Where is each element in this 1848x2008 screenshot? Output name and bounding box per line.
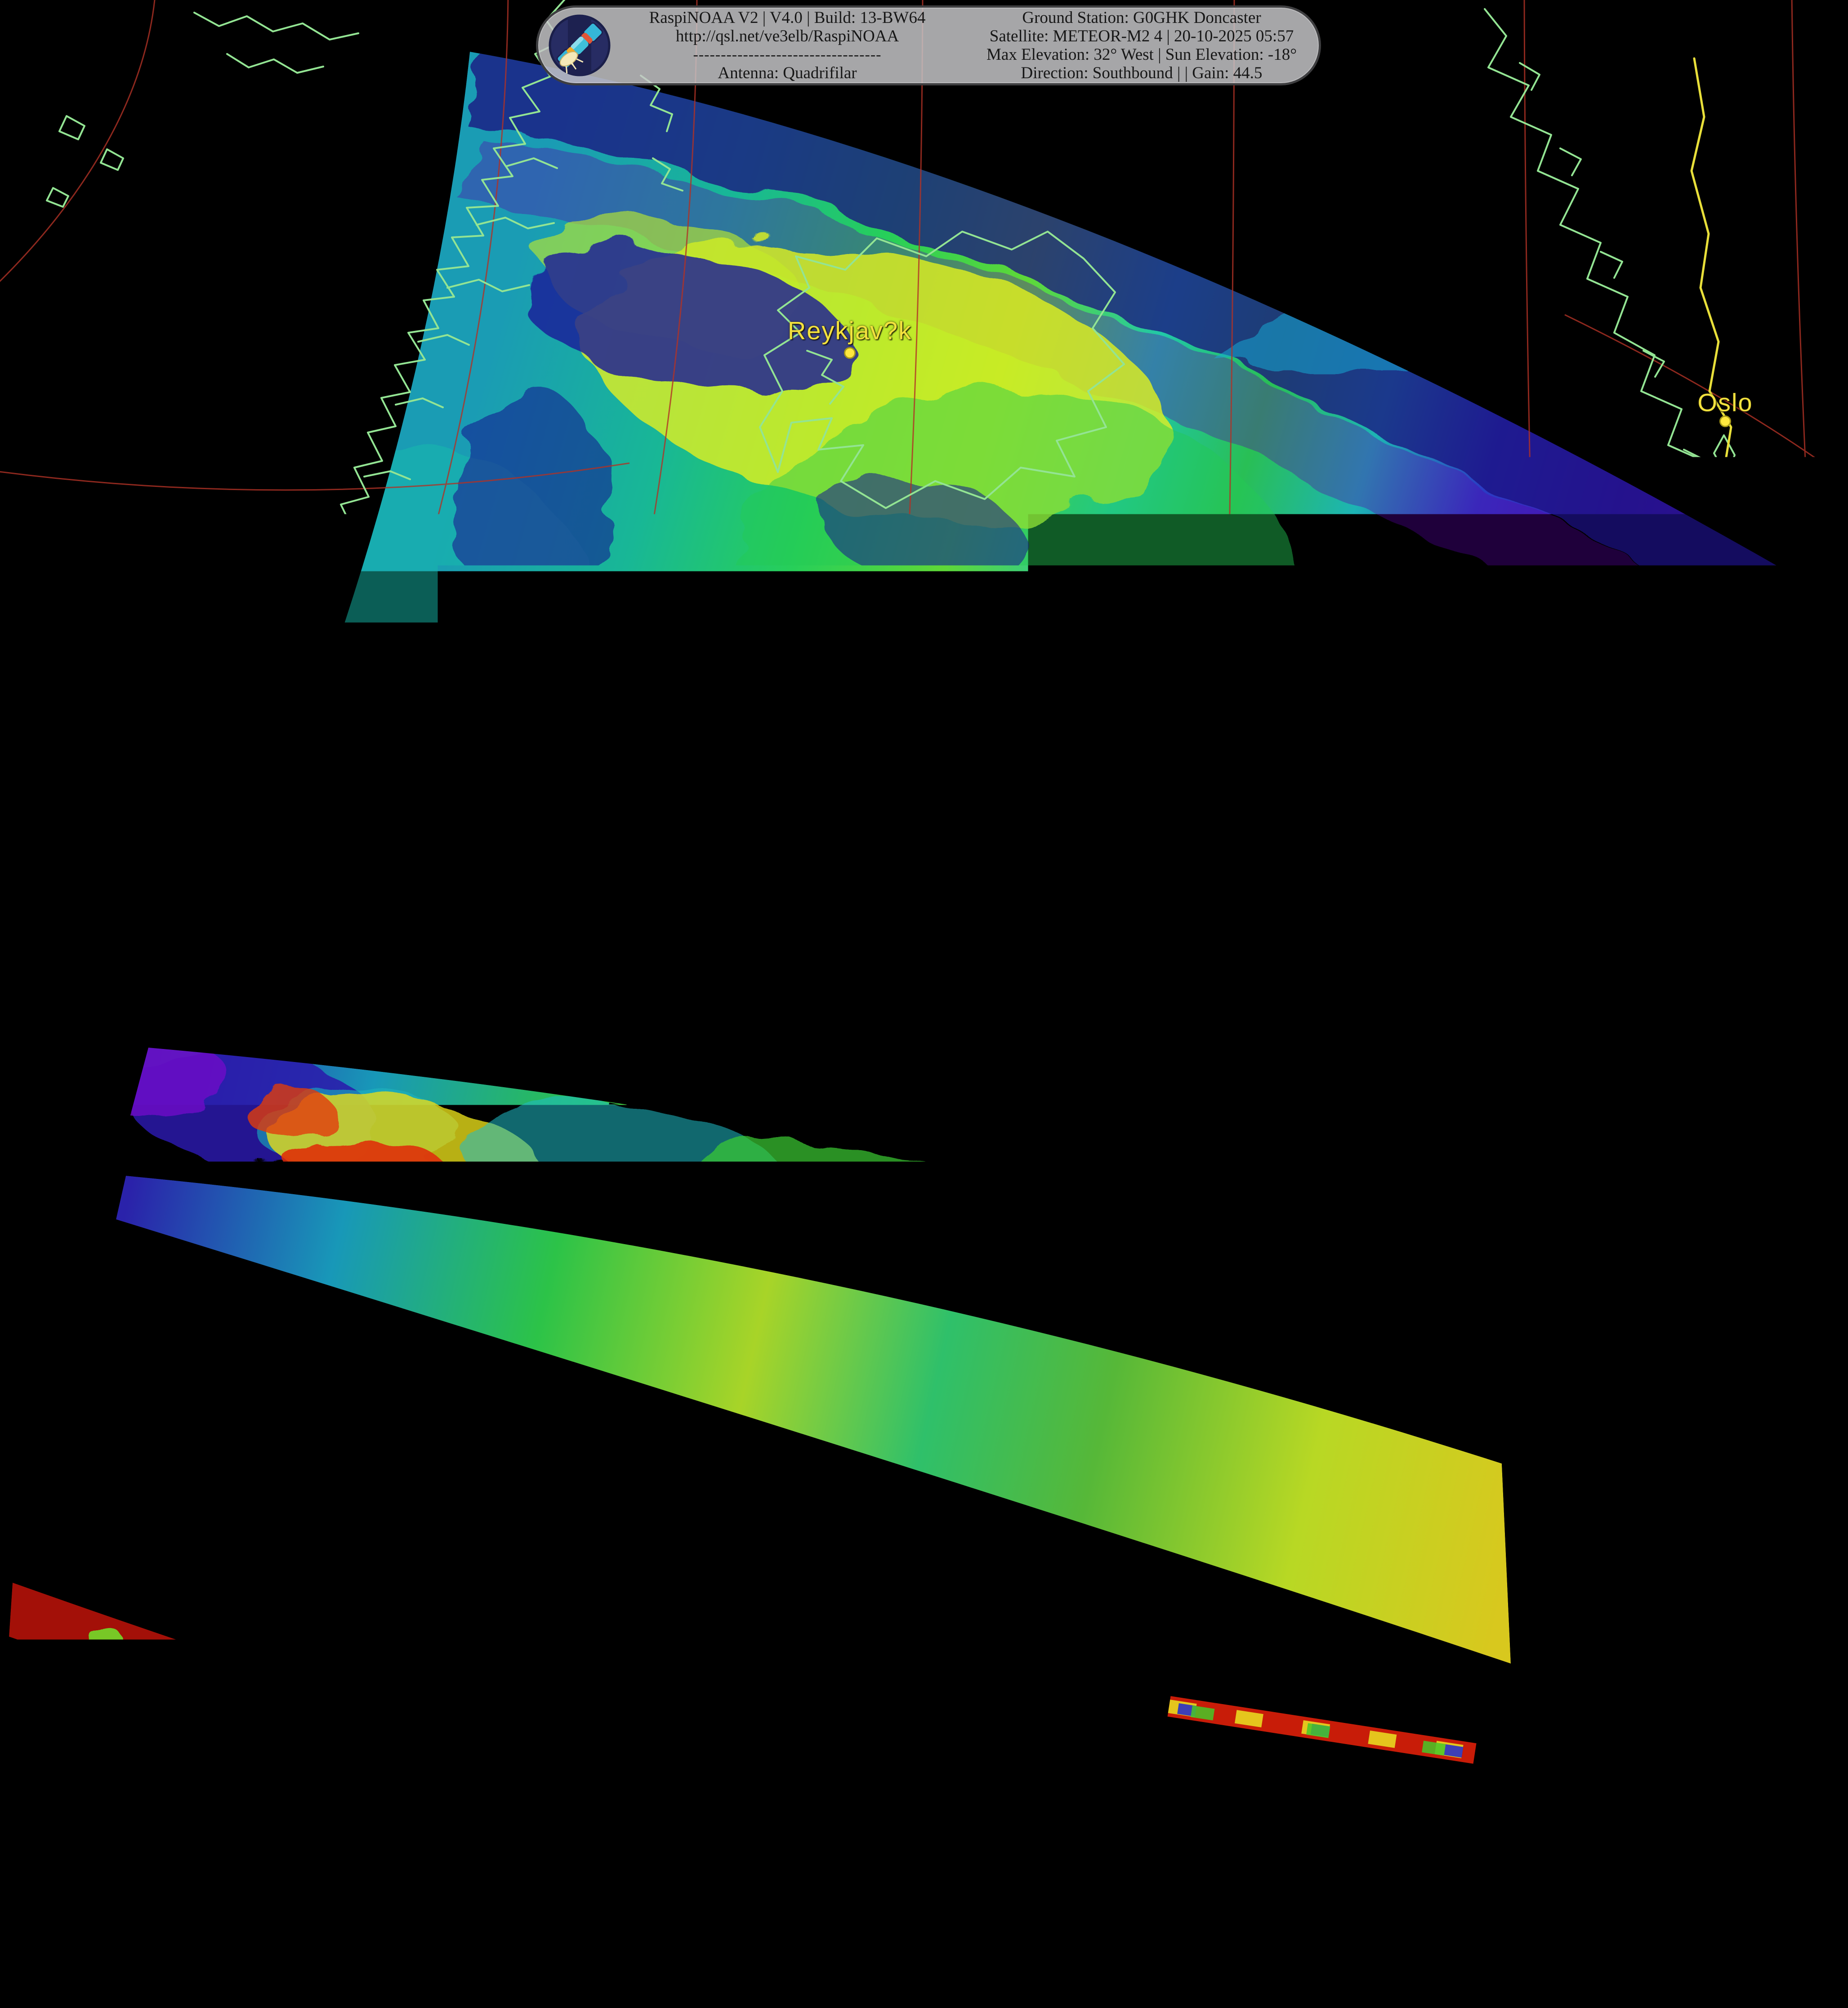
antenna-line: Antenna: Quadrifilar: [610, 64, 964, 82]
satellite-line: Satellite: METEOR-M2 4 | 20-10-2025 05:5…: [964, 27, 1319, 45]
header-left-column: RaspiNOAA V2 | V4.0 | Build: 13-BW64 htt…: [610, 9, 964, 82]
header-info-box: RaspiNOAA V2 | V4.0 | Build: 13-BW64 htt…: [536, 5, 1321, 85]
satellite-composite-screen: Reykjav?k Oslo K?b Dublin Amsterdam London Bru…: [0, 0, 1848, 2008]
satellite-map-art: [0, 0, 1848, 2008]
divider-line: ----------------------------------: [610, 45, 964, 64]
satellite-icon: [548, 14, 611, 77]
ground-station-line: Ground Station: G0GHK Doncaster: [964, 9, 1319, 27]
direction-line: Direction: Southbound | | Gain: 44.5: [964, 64, 1319, 82]
header-right-column: Ground Station: G0GHK Doncaster Satellit…: [964, 9, 1319, 82]
product-line: RaspiNOAA V2 | V4.0 | Build: 13-BW64: [610, 9, 964, 27]
elevation-line: Max Elevation: 32° West | Sun Elevation:…: [964, 45, 1319, 64]
url-line: http://qsl.net/ve3elb/RaspiNOAA: [610, 27, 964, 45]
